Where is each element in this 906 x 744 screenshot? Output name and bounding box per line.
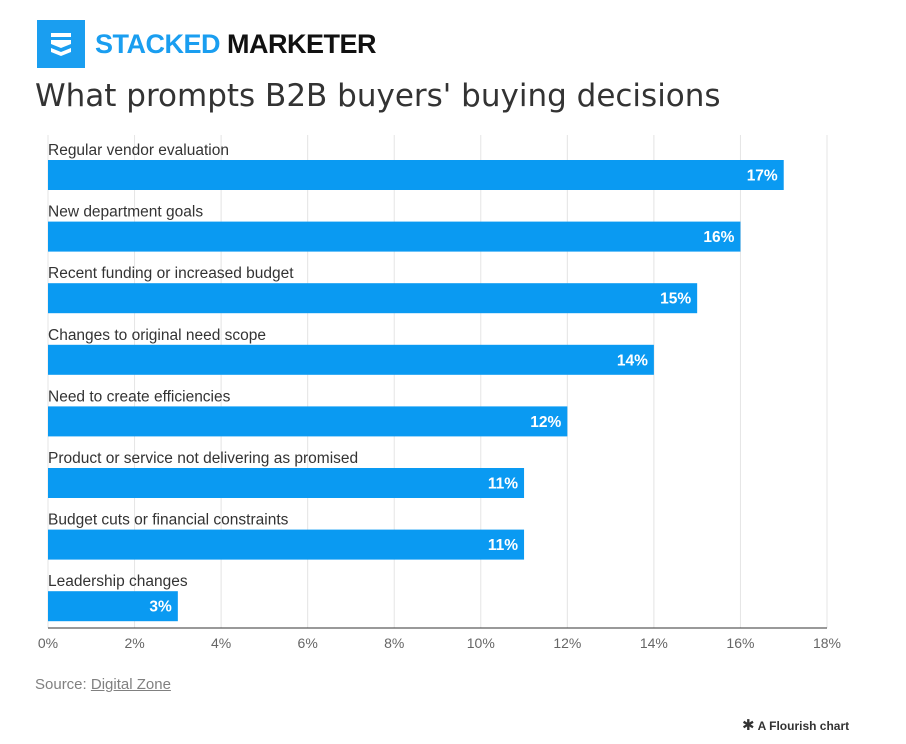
x-tick-label: 14% xyxy=(640,635,668,651)
chart-title: What prompts B2B buyers' buying decision… xyxy=(35,78,721,114)
category-label: Need to create efficiencies xyxy=(48,388,231,405)
flourish-credit-label: A Flourish chart xyxy=(757,718,850,733)
x-tick-label: 0% xyxy=(38,635,58,651)
x-tick-label: 4% xyxy=(211,635,231,651)
data-label: 12% xyxy=(530,414,561,431)
x-tick-label: 8% xyxy=(384,635,404,651)
source-prefix: Source: xyxy=(35,676,91,693)
stack-icon xyxy=(37,20,85,68)
category-label: Product or service not delivering as pro… xyxy=(48,450,358,467)
bar xyxy=(48,591,178,622)
brand-name-part2: MARKETER xyxy=(227,28,377,59)
bar xyxy=(48,406,568,437)
flourish-asterisk-icon: ✱ xyxy=(742,717,755,734)
category-label: New department goals xyxy=(48,204,203,221)
data-label: 17% xyxy=(747,168,778,185)
data-label: 11% xyxy=(488,537,518,554)
bar xyxy=(48,468,525,498)
brand-name-part1: STACKED xyxy=(95,28,221,59)
x-tick-label: 12% xyxy=(553,635,581,651)
category-label: Regular vendor evaluation xyxy=(48,142,229,159)
chart-bars: Regular vendor evaluation 17% New departme… xyxy=(48,142,784,622)
x-tick-label: 10% xyxy=(467,635,495,651)
x-tick-label: 2% xyxy=(124,635,144,651)
category-label: Changes to original need scope xyxy=(48,327,266,344)
x-tick-label: 18% xyxy=(813,635,841,651)
brand-name: STACKED MARKETER xyxy=(95,28,377,60)
bar xyxy=(48,283,698,314)
source-note: Source: Digital Zone xyxy=(35,676,171,693)
category-label: Leadership changes xyxy=(48,573,188,590)
bar xyxy=(48,160,784,190)
flourish-credit[interactable]: ✱ A Flourish chart xyxy=(742,718,849,733)
data-label: 3% xyxy=(149,599,172,616)
data-label: 11% xyxy=(488,476,518,493)
x-tick-label: 16% xyxy=(726,635,754,651)
x-tick-label: 6% xyxy=(298,635,318,651)
category-label: Budget cuts or financial constraints xyxy=(48,512,289,529)
data-label: 14% xyxy=(617,352,648,369)
data-label: 15% xyxy=(660,291,691,308)
source-link[interactable]: Digital Zone xyxy=(90,676,171,693)
brand-logo[interactable]: STACKED MARKETER xyxy=(37,20,377,68)
data-label: 16% xyxy=(703,229,734,246)
category-label: Recent funding or increased budget xyxy=(48,265,294,282)
bar xyxy=(48,221,741,252)
bar xyxy=(48,529,525,560)
bar xyxy=(48,344,654,375)
x-axis: 0% 2% 4% 6% 8% 10% 12% 14% 16% 18% xyxy=(38,627,841,651)
